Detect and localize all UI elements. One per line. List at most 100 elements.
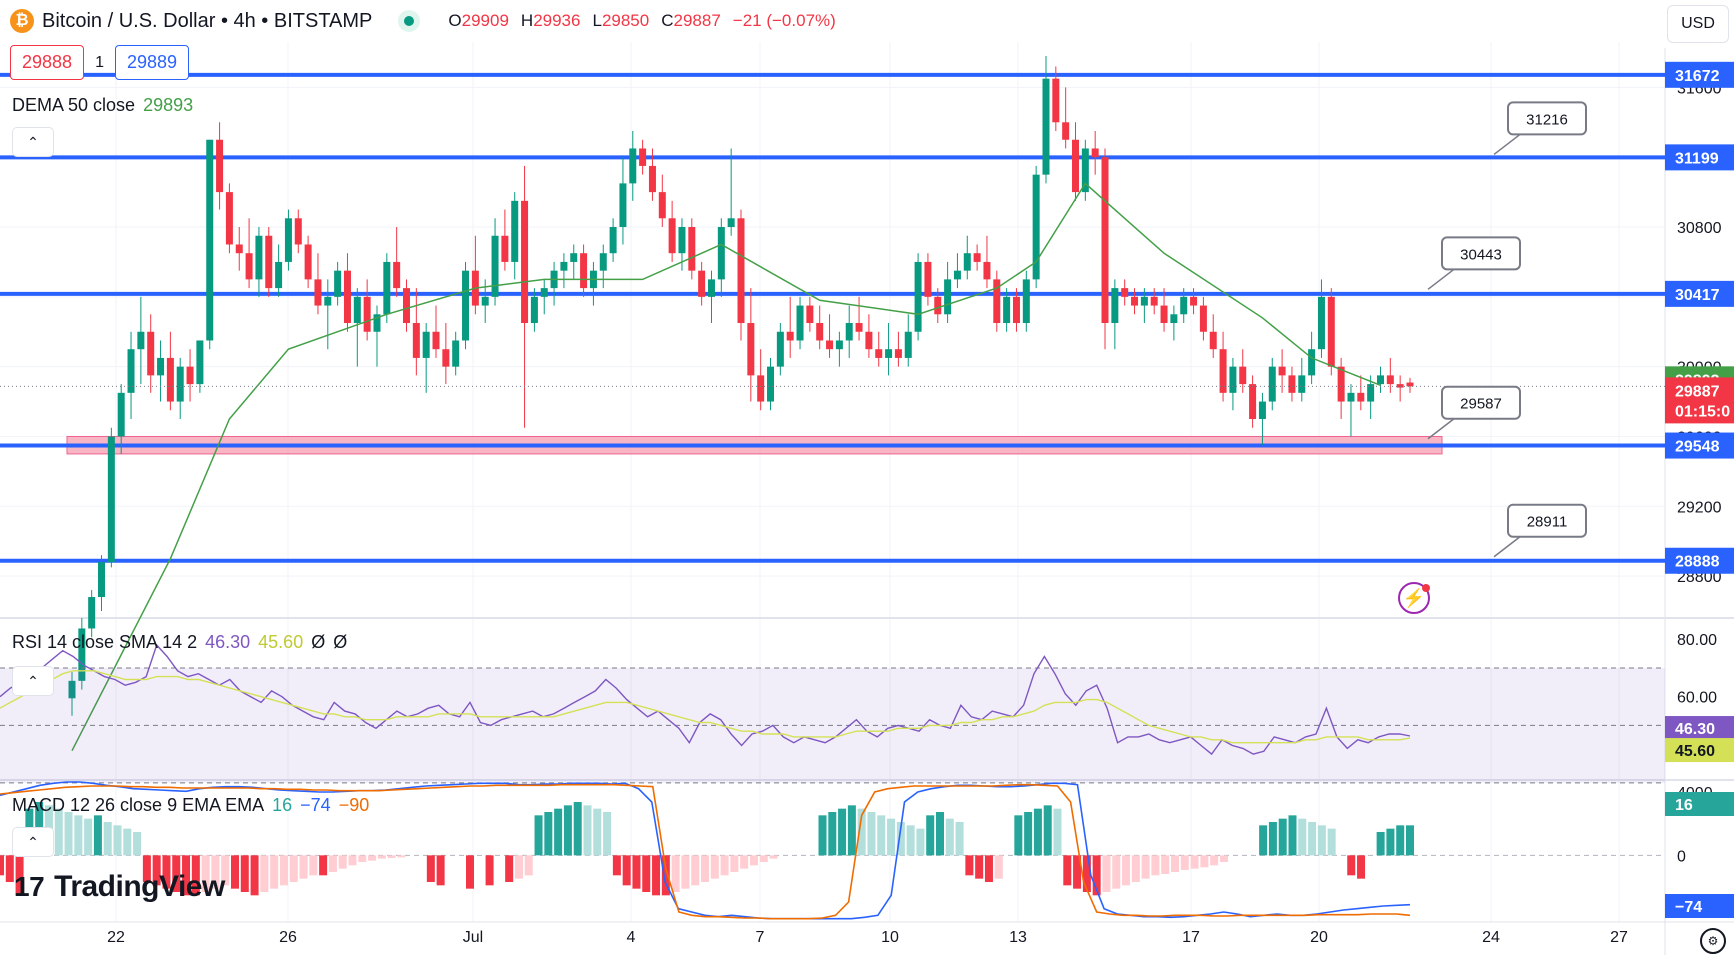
price-axis-tick: 29200 — [1677, 499, 1722, 516]
candle-body — [186, 366, 194, 385]
symbol-header[interactable]: ₿ Bitcoin / U.S. Dollar • 4h • BITSTAMP … — [10, 9, 836, 33]
macd-histogram-bar — [847, 805, 856, 856]
currency-button[interactable]: USD — [1667, 5, 1729, 43]
price-label-leader — [1493, 536, 1521, 558]
candle-body — [737, 218, 745, 324]
tradingview-logo[interactable]: 17 TradingView — [14, 870, 225, 904]
macd-histogram-bar — [231, 855, 239, 889]
macd-histogram-bar — [15, 855, 24, 896]
macd-histogram-bar — [1200, 855, 1209, 868]
macd-legend[interactable]: MACD 12 26 close 9 EMA EMA 16 −74 −90 — [12, 795, 369, 816]
candle-body — [1258, 401, 1266, 420]
price-axis-marker: 29887 — [1675, 383, 1720, 400]
macd-histogram-bar — [1073, 855, 1082, 889]
candle-body — [944, 279, 952, 315]
rsi-legend-value: 46.30 — [205, 632, 251, 652]
candle-body — [1406, 382, 1414, 387]
macd-histogram-bar — [348, 855, 357, 866]
macd-histogram-bar — [1082, 855, 1091, 892]
macd-histogram-bar — [1210, 855, 1219, 866]
collapse-indicators-button[interactable]: ⌃ — [12, 127, 54, 157]
macd-signal-legend-value: −90 — [338, 795, 370, 815]
rsi-sma-line — [0, 670, 1411, 744]
rsi-legend-extra-1: Ø — [311, 632, 326, 652]
candle-body — [1111, 288, 1119, 324]
candle-body — [540, 288, 548, 297]
macd-legend-label: MACD 12 26 close 9 EMA EMA — [12, 795, 265, 815]
lightning-icon[interactable]: ⚡ — [1398, 582, 1430, 614]
buy-button[interactable]: 29889 — [114, 45, 190, 80]
candle-body — [353, 296, 361, 324]
macd-histogram-bar — [1014, 815, 1023, 856]
candle-body — [1288, 375, 1296, 393]
candle-body — [216, 139, 224, 193]
macd-histogram-bar — [1259, 825, 1268, 856]
candle-body — [894, 349, 902, 358]
collapse-rsi-button[interactable]: ⌃ — [12, 666, 54, 696]
macd-histogram-bar — [1347, 855, 1356, 876]
macd-histogram-bar — [701, 855, 709, 882]
symbol-title[interactable]: Bitcoin / U.S. Dollar • 4h • BITSTAMP — [42, 9, 373, 32]
candle-body — [658, 192, 666, 219]
collapse-macd-button[interactable]: ⌃ — [12, 827, 54, 857]
candle-body — [1062, 122, 1070, 140]
low-label: L — [592, 11, 602, 30]
candle-body — [1278, 366, 1286, 376]
macd-histogram-bar — [554, 808, 563, 856]
rsi-legend[interactable]: RSI 14 close SMA 14 2 46.30 45.60 Ø Ø — [12, 632, 347, 653]
market-status-icon[interactable] — [398, 10, 421, 32]
candle-body — [393, 261, 401, 289]
spread-value: 1 — [95, 53, 104, 71]
macd-histogram-bar — [162, 855, 171, 889]
macd-histogram-bar — [1141, 855, 1150, 879]
macd-histogram-bar — [857, 808, 866, 856]
price-label-text: 30443 — [1460, 246, 1502, 263]
candle-body — [530, 296, 538, 324]
time-axis-tick: 10 — [881, 929, 899, 946]
price-label-box — [1441, 385, 1521, 420]
candle-body — [865, 331, 873, 350]
candle-body — [147, 331, 155, 376]
settings-gear-icon[interactable]: ⚙ — [1700, 928, 1726, 954]
macd-histogram-bar — [710, 855, 719, 879]
macd-histogram-bar — [593, 808, 602, 856]
macd-histogram-bar — [240, 855, 249, 892]
candle-body — [324, 296, 332, 306]
candle-body — [1052, 78, 1060, 123]
price-axis-marker-bg — [1665, 280, 1734, 307]
bitcoin-icon: ₿ — [10, 9, 34, 33]
macd-hist-legend-value: 16 — [272, 795, 293, 815]
candle-body — [255, 235, 263, 280]
candle-body — [885, 349, 893, 358]
candle-body — [845, 323, 853, 341]
macd-histogram-bar — [1327, 828, 1336, 856]
candle-body — [767, 366, 775, 402]
low-value: 29850 — [601, 11, 650, 30]
macd-histogram-bar — [1308, 822, 1317, 856]
price-axis-marker-bg — [1665, 397, 1734, 424]
macd-histogram-bar — [54, 808, 63, 856]
candle-body — [432, 331, 440, 350]
macd-histogram-bar — [514, 855, 523, 879]
notification-dot — [1422, 584, 1430, 592]
candle-body — [983, 261, 991, 280]
candle-body — [875, 349, 883, 358]
macd-histogram-bar — [1376, 832, 1385, 856]
sell-button[interactable]: 29888 — [10, 45, 85, 80]
dema-legend[interactable]: DEMA 50 close 29893 — [12, 95, 193, 116]
candle-body — [1298, 375, 1306, 393]
candle-body — [206, 139, 214, 341]
macd-axis-marker-bg — [1665, 792, 1734, 816]
macd-histogram-bar — [270, 855, 279, 889]
macd-histogram-bar — [1063, 855, 1072, 886]
macd-histogram-bar — [896, 822, 905, 856]
candle-body — [1367, 384, 1375, 402]
macd-histogram-bar — [1298, 818, 1307, 856]
candle-body — [373, 314, 381, 332]
macd-histogram-bar — [563, 805, 572, 856]
macd-histogram-bar — [1092, 855, 1101, 896]
price-label-leader — [1427, 268, 1455, 290]
candle-body — [78, 628, 86, 681]
